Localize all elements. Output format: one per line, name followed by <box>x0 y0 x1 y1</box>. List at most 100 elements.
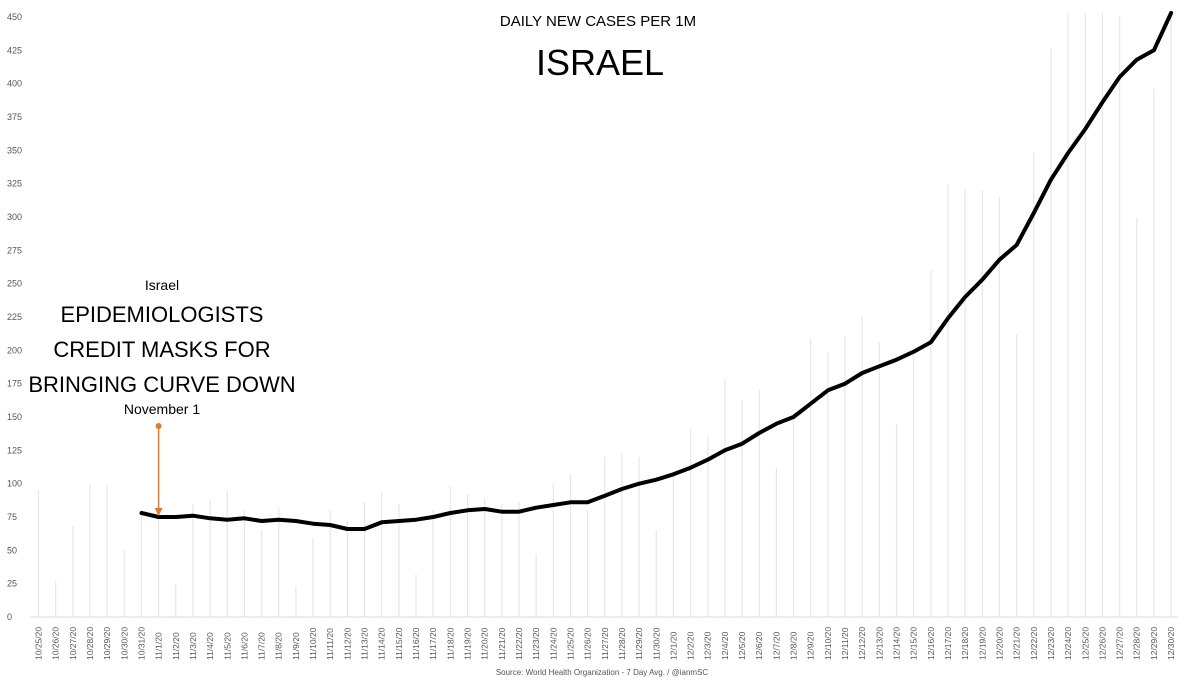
x-tick-label: 11/5/20 <box>222 632 232 660</box>
x-tick-label: 11/9/20 <box>291 632 301 660</box>
bar <box>569 474 572 617</box>
x-tick-label: 11/27/20 <box>600 627 610 660</box>
x-tick-label: 10/26/20 <box>51 627 61 660</box>
x-tick-label: 11/2/20 <box>171 632 181 660</box>
y-tick-label: 75 <box>7 512 17 522</box>
bar <box>37 490 40 617</box>
bar <box>123 550 125 617</box>
y-tick-label: 175 <box>7 379 22 389</box>
x-tick-label: 11/29/20 <box>634 627 644 660</box>
x-tick-label: 11/16/20 <box>411 627 421 660</box>
annotation-headline-3: BRINGING CURVE DOWN <box>28 372 295 397</box>
x-tick-label: 11/6/20 <box>239 632 249 660</box>
x-tick-label: 12/23/20 <box>1046 627 1056 660</box>
y-tick-label: 375 <box>7 112 22 122</box>
bar <box>827 351 829 617</box>
y-tick-label: 325 <box>7 179 22 189</box>
annotation-headline-1: EPIDEMIOLOGISTS <box>61 302 264 327</box>
x-tick-label: 12/19/20 <box>977 627 987 660</box>
bar <box>1050 49 1052 617</box>
x-tick-label: 10/25/20 <box>34 627 44 660</box>
bar <box>930 270 932 617</box>
bar <box>1067 13 1069 617</box>
bar <box>312 538 314 617</box>
bar <box>981 190 983 618</box>
x-tick-label: 12/11/20 <box>840 627 850 660</box>
bar <box>861 317 863 617</box>
bar <box>535 554 537 617</box>
x-tick-label: 11/13/20 <box>360 627 370 660</box>
bar <box>895 423 898 617</box>
y-tick-label: 200 <box>7 345 22 355</box>
x-tick-label: 12/6/20 <box>754 631 764 660</box>
x-tick-label: 11/15/20 <box>394 627 404 660</box>
x-tick-label: 11/25/20 <box>565 627 575 660</box>
bar <box>758 389 760 617</box>
x-tick-label: 11/28/20 <box>617 627 627 660</box>
x-tick-label: 12/25/20 <box>1080 627 1090 660</box>
x-tick-label: 10/28/20 <box>85 627 95 660</box>
x-tick-label: 12/9/20 <box>806 631 816 660</box>
x-tick-label: 11/21/20 <box>497 627 507 660</box>
bar <box>913 350 915 617</box>
x-tick-label: 12/15/20 <box>909 627 919 660</box>
x-tick-label: 11/14/20 <box>377 627 387 660</box>
x-tick-label: 11/17/20 <box>428 627 438 660</box>
bar <box>432 510 434 617</box>
x-tick-label: 11/3/20 <box>188 632 198 660</box>
bar <box>707 437 709 617</box>
y-tick-label: 450 <box>7 12 22 22</box>
bar <box>689 429 692 617</box>
y-tick-label: 50 <box>7 545 17 555</box>
source-note: Source: World Health Organization - 7 Da… <box>496 668 709 677</box>
x-tick-label: 12/17/20 <box>943 627 953 660</box>
bar <box>724 379 726 617</box>
bar <box>209 499 211 617</box>
bar <box>158 517 160 617</box>
bar <box>175 583 177 617</box>
series-line <box>139 11 1174 531</box>
x-tick-label: 12/30/20 <box>1166 627 1176 660</box>
bar <box>552 483 554 617</box>
x-tick-label: 12/26/20 <box>1097 627 1107 660</box>
bar <box>89 485 91 617</box>
x-tick-label: 11/12/20 <box>342 627 352 660</box>
x-tick-label: 12/24/20 <box>1063 627 1073 660</box>
x-tick-label: 12/14/20 <box>892 627 902 660</box>
y-tick-label: 300 <box>7 212 22 222</box>
annotation-date: November 1 <box>124 401 200 417</box>
x-tick-label: 10/29/20 <box>102 627 112 660</box>
x-tick-label: 12/7/20 <box>771 631 781 660</box>
bar <box>415 574 417 617</box>
x-tick-label: 12/8/20 <box>789 631 799 660</box>
x-tick-label: 11/1/20 <box>154 632 164 660</box>
bar <box>260 530 263 617</box>
x-tick-label: 12/4/20 <box>720 631 730 660</box>
annotation-label: Israel <box>145 277 179 293</box>
bar <box>947 183 949 617</box>
bar-series <box>37 13 1172 618</box>
bar <box>484 498 486 617</box>
x-tick-label: 11/18/20 <box>445 627 455 660</box>
bar <box>1153 89 1155 617</box>
bar <box>792 413 795 617</box>
y-tick-label: 425 <box>7 45 22 55</box>
bar <box>398 503 400 617</box>
bar <box>672 477 675 617</box>
bar <box>346 521 348 617</box>
bar <box>381 493 383 617</box>
x-tick-label: 11/4/20 <box>205 632 215 660</box>
bar <box>140 510 143 617</box>
y-tick-label: 250 <box>7 279 22 289</box>
x-tick-label: 11/11/20 <box>325 628 335 660</box>
bar <box>1016 334 1018 617</box>
y-tick-label: 0 <box>7 612 12 622</box>
bar <box>655 530 657 617</box>
bar <box>741 399 743 617</box>
bar <box>1118 15 1121 617</box>
bar <box>998 197 1001 617</box>
y-tick-label: 125 <box>7 445 22 455</box>
x-tick-label: 12/1/20 <box>668 631 678 660</box>
